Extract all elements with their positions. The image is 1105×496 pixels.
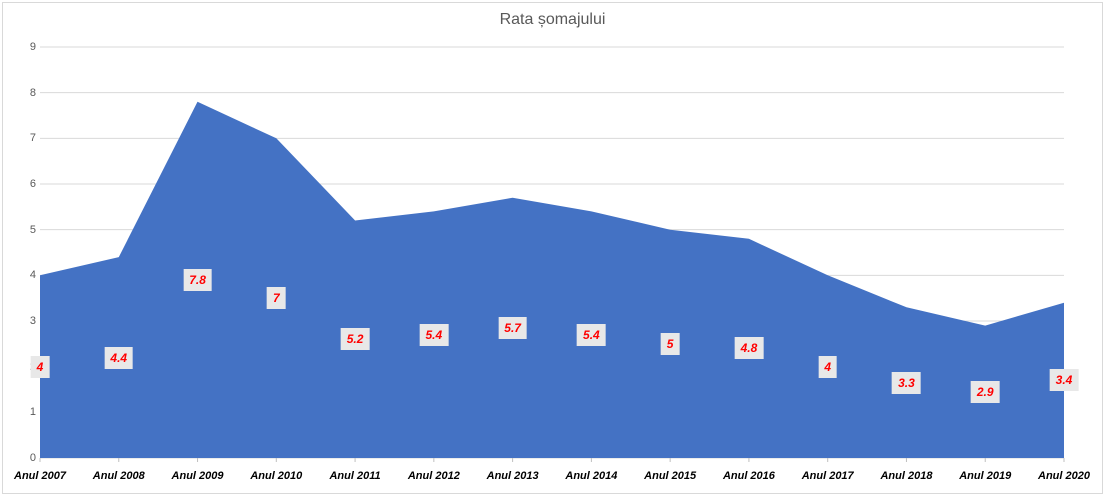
y-axis-label: 0 <box>29 452 36 464</box>
x-axis-label: Anul 2010 <box>250 470 303 482</box>
y-axis-label: 8 <box>29 86 36 99</box>
data-label: 5.7 <box>498 316 527 339</box>
x-axis-label: Anul 2012 <box>407 470 460 482</box>
data-label: 5.2 <box>340 328 370 351</box>
data-label: 5.4 <box>577 323 606 346</box>
data-label: 4 <box>30 355 50 378</box>
data-label: 3.3 <box>892 371 921 394</box>
x-axis-label: Anul 2017 <box>801 470 854 482</box>
x-axis-label: Anul 2018 <box>880 470 933 482</box>
y-axis-label: 7 <box>29 132 36 145</box>
x-axis-label: Anul 2015 <box>644 470 697 482</box>
data-label: 7 <box>266 287 286 310</box>
y-axis-label: 9 <box>29 41 36 53</box>
data-label: 7.8 <box>183 268 212 291</box>
y-axis-label: 1 <box>29 406 36 419</box>
data-label: 2.9 <box>970 380 1000 403</box>
data-label: 4 <box>818 355 838 378</box>
x-axis-label: Anul 2013 <box>486 470 539 482</box>
y-axis-label: 3 <box>29 315 36 327</box>
area-series <box>40 101 1064 459</box>
y-axis-label: 6 <box>29 178 36 190</box>
y-axis-label: 4 <box>29 269 36 282</box>
x-axis-label: Anul 2019 <box>959 470 1012 482</box>
chart-title: Rata șomajului <box>499 11 606 28</box>
data-label: 4.4 <box>104 346 134 369</box>
x-axis-label: Anul 2009 <box>171 470 224 482</box>
x-axis-label: Anul 2020 <box>1038 470 1090 482</box>
x-axis-label: Anul 2014 <box>565 470 618 482</box>
data-label: 5 <box>660 332 680 355</box>
y-axis-label: 5 <box>29 223 36 236</box>
x-axis-label: Anul 2007 <box>14 470 66 482</box>
data-label: 3.4 <box>1049 369 1079 392</box>
x-axis-label: Anul 2008 <box>92 470 145 482</box>
x-axis-label: Anul 2016 <box>722 470 775 482</box>
data-label: 4.8 <box>734 337 764 360</box>
x-axis-label: Anul 2011 <box>329 470 381 482</box>
data-label: 5.4 <box>419 323 449 346</box>
